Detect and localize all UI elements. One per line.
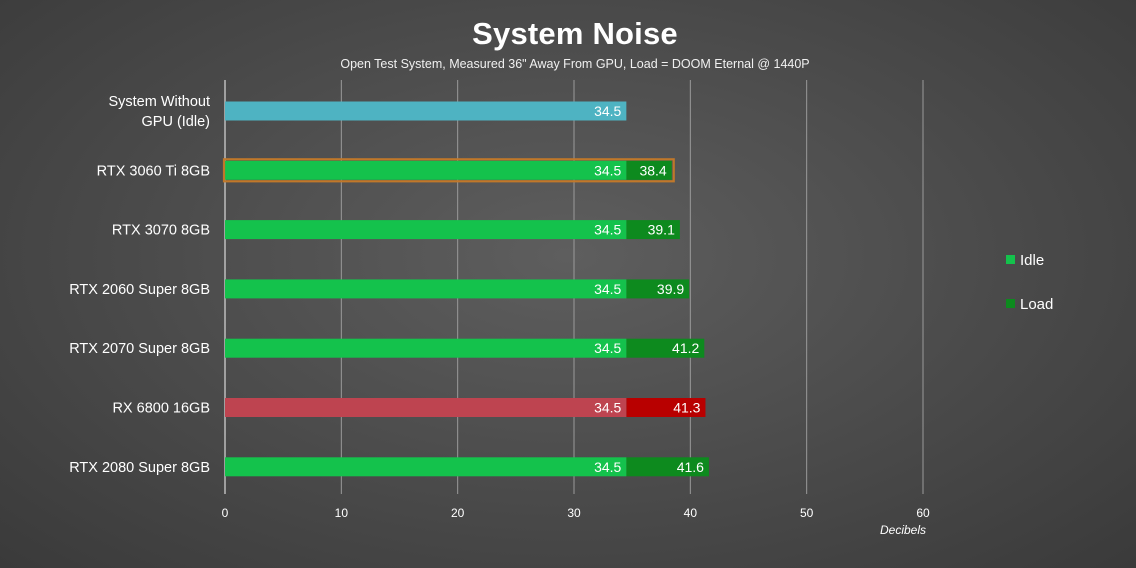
legend-label: Load (1020, 296, 1053, 313)
bar-load (626, 338, 705, 358)
data-label-idle: 34.5 (594, 162, 621, 178)
data-label-idle: 34.5 (594, 222, 621, 238)
legend-swatch (1006, 255, 1015, 264)
category-label: System Without (108, 94, 210, 110)
bar-idle (225, 338, 627, 358)
data-label-load: 41.2 (672, 340, 699, 356)
category-label: GPU (Idle) (142, 114, 211, 130)
bar-idle (225, 398, 627, 417)
chart-title: System Noise (472, 16, 678, 51)
data-label-idle: 34.5 (594, 281, 621, 297)
x-tick-label: 30 (567, 506, 581, 520)
bar-idle (225, 101, 627, 121)
bars: 34.5 34.5 38.4 34.5 39.1 34.5 39.9 34.5 41.2 34.5… (222, 101, 709, 477)
bar-load (626, 398, 706, 417)
category-label: RTX 2080 Super 8GB (69, 460, 210, 476)
data-label-idle: 34.5 (594, 400, 621, 416)
x-tick-label: 50 (800, 506, 814, 520)
bar-idle (225, 457, 627, 477)
category-label: RTX 2060 Super 8GB (69, 282, 210, 298)
data-label-idle: 34.5 (594, 103, 621, 119)
category-labels: System Without GPU (Idle) RTX 3060 Ti 8GB R… (69, 94, 210, 476)
x-tick-label: 20 (451, 506, 465, 520)
chart-subtitle: Open Test System, Measured 36" Away From… (340, 57, 810, 71)
x-tick-label: 10 (335, 506, 349, 520)
data-label-load: 39.1 (648, 222, 675, 238)
bar-load (626, 279, 690, 299)
x-tick-label: 0 (222, 506, 229, 520)
bar-idle (225, 220, 627, 240)
legend: Idle Load (1006, 252, 1053, 313)
bar-load (626, 457, 709, 477)
category-label: RTX 3070 8GB (112, 223, 210, 239)
data-label-load: 41.3 (673, 400, 700, 416)
data-label-load: 41.6 (677, 459, 704, 475)
category-label: RTX 3060 Ti 8GB (97, 163, 210, 179)
category-label: RTX 2070 Super 8GB (69, 341, 210, 357)
x-tick-label: 40 (684, 506, 698, 520)
x-tick-label: 60 (916, 506, 930, 520)
data-label-idle: 34.5 (594, 340, 621, 356)
bar-idle (225, 160, 627, 180)
data-label-idle: 34.5 (594, 459, 621, 475)
bar-load (626, 220, 680, 240)
bar-idle (225, 279, 627, 299)
legend-label: Idle (1020, 252, 1044, 269)
highlight-outline (222, 158, 675, 183)
data-label-load: 39.9 (657, 281, 684, 297)
x-axis-title: Decibels (880, 523, 926, 537)
legend-swatch (1006, 299, 1015, 308)
category-label: RX 6800 16GB (112, 401, 210, 417)
data-label-load: 38.4 (639, 162, 666, 178)
bar-load (626, 160, 672, 180)
x-tick-labels: 0 10 20 30 40 50 60 (222, 506, 930, 520)
